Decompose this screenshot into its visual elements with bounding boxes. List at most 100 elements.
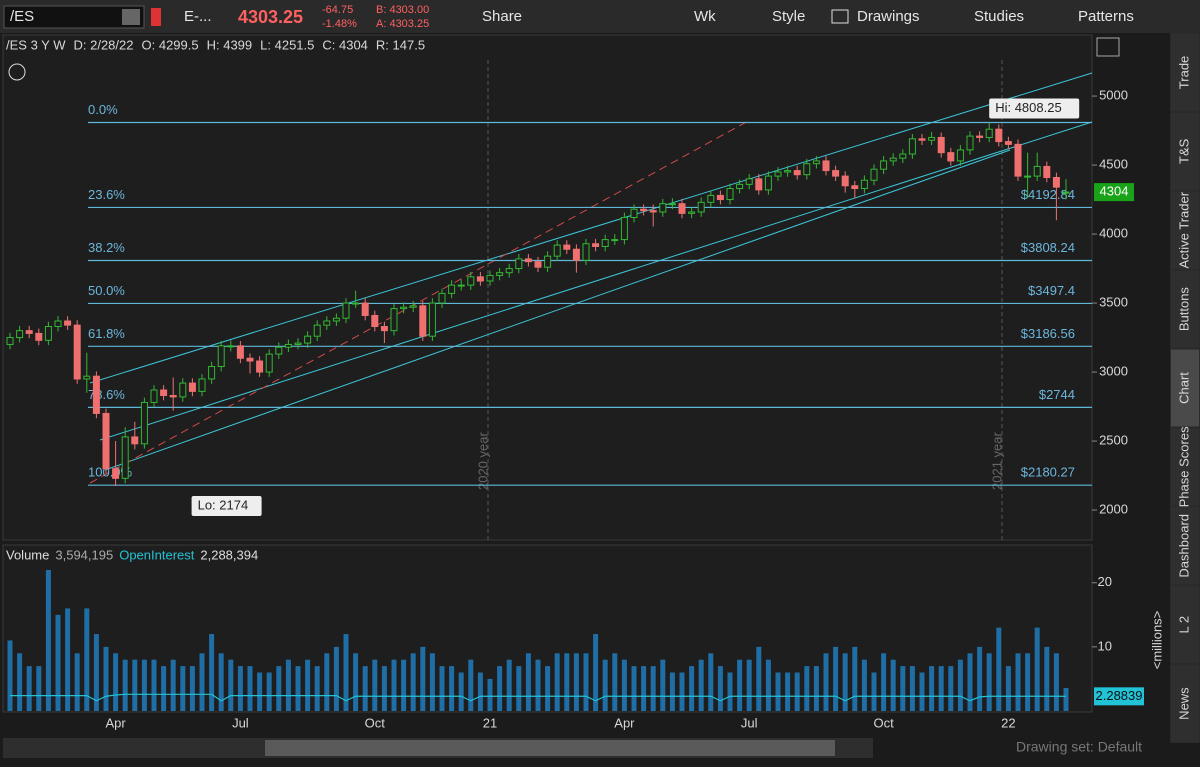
volume-header: Volume <box>6 547 49 562</box>
volume-bar <box>612 653 618 711</box>
info-field: O: 4299.5 <box>142 37 199 52</box>
volume-bar <box>17 653 23 711</box>
hi-box <box>989 98 1080 119</box>
sidebar-tab[interactable] <box>1171 270 1199 348</box>
candle-body <box>1043 165 1051 178</box>
style-button[interactable]: Style <box>772 8 805 25</box>
drawings-button[interactable]: Drawings <box>857 8 920 25</box>
candle-body <box>870 168 878 181</box>
sidebar-tab-label: News <box>1176 687 1191 720</box>
candle-body <box>1033 165 1041 177</box>
candle-body <box>755 178 763 191</box>
volume-bar <box>564 653 570 711</box>
candle-body <box>534 261 542 268</box>
volume-bar <box>285 659 291 711</box>
drawing-set[interactable]: Drawing set: Default <box>1016 739 1142 755</box>
timeframe-button[interactable]: Wk <box>694 8 716 25</box>
sidebar-tab[interactable] <box>1171 349 1199 427</box>
volume-bar <box>449 666 455 711</box>
volume-bar <box>957 659 963 711</box>
volume-bar <box>161 666 167 711</box>
y-tick-label: 4000 <box>1099 225 1128 240</box>
candle-body <box>822 160 830 172</box>
sidebar-tab[interactable] <box>1171 507 1199 585</box>
candle-body <box>678 203 686 214</box>
sidebar-tab[interactable] <box>1171 428 1199 506</box>
candle-body <box>995 128 1003 143</box>
share-button[interactable]: Share <box>482 8 522 25</box>
sidebar-tab-label: Trade <box>1176 56 1191 89</box>
symbol-box[interactable] <box>3 5 145 29</box>
candle-body <box>92 375 100 414</box>
sidebar-tab[interactable] <box>1171 191 1199 269</box>
candle-body <box>918 138 926 141</box>
volume-bar <box>1044 646 1050 711</box>
volume-bar <box>381 666 387 711</box>
volume-bar <box>122 659 128 711</box>
candle-body <box>438 292 446 304</box>
candle-body <box>496 272 504 276</box>
volume-bar <box>861 659 867 711</box>
volume-bar <box>698 659 704 711</box>
candle-body <box>812 160 820 165</box>
change: -64.75 <box>322 4 353 16</box>
candle-body <box>150 389 158 403</box>
volume-bar <box>1063 687 1069 711</box>
volume-bar <box>804 666 810 711</box>
x-tick-label: Apr <box>105 715 126 730</box>
volume-bar <box>410 653 416 711</box>
candle-body <box>592 243 600 247</box>
volume-bar <box>45 569 51 711</box>
volume-bar <box>324 653 330 711</box>
fib-label: 38.2% <box>88 240 125 255</box>
x-tick-label: 22 <box>1001 715 1015 730</box>
candle-body <box>16 330 24 339</box>
volume-bar <box>823 653 829 711</box>
info-field: L: 4251.5 <box>260 37 314 52</box>
volume-bar <box>1015 653 1021 711</box>
trend-line <box>89 119 751 484</box>
volume-bar <box>65 608 71 711</box>
sidebar-tab[interactable] <box>1171 586 1199 664</box>
oi-last-label: 2.28839 <box>1096 688 1143 703</box>
candle-body <box>6 337 14 345</box>
volume-bar <box>487 678 493 711</box>
candle-body <box>803 163 811 176</box>
scroll-thumb[interactable] <box>265 740 835 756</box>
volume-bar <box>1034 627 1040 711</box>
volume-bar <box>362 666 368 711</box>
volume-bar <box>756 646 762 711</box>
volume-bar <box>573 653 579 711</box>
sidebar-tab[interactable] <box>1171 34 1199 111</box>
candle-body <box>736 183 744 190</box>
candle-body <box>35 332 43 341</box>
info-icon[interactable] <box>8 63 26 81</box>
candle-body <box>102 412 110 470</box>
candle-body <box>688 211 696 214</box>
candle-body <box>44 326 52 341</box>
candle-body <box>832 170 840 177</box>
candle-body <box>467 276 475 286</box>
candle-body <box>419 305 427 337</box>
volume-bar <box>257 672 263 711</box>
candle-body <box>515 258 523 270</box>
volume-header: 3,594,195 <box>55 547 113 562</box>
sidebar-tab[interactable] <box>1171 112 1199 190</box>
axis-icon[interactable] <box>1096 37 1120 57</box>
patterns-button[interactable]: Patterns <box>1078 8 1134 25</box>
studies-button[interactable]: Studies <box>974 8 1024 25</box>
candle-body <box>928 136 936 141</box>
candle-body <box>428 302 436 337</box>
sidebar-tab[interactable] <box>1171 665 1199 742</box>
volume-bar <box>660 659 666 711</box>
volume-bar <box>794 672 800 711</box>
symbol-dropdown[interactable] <box>122 9 140 25</box>
lo-box <box>191 496 262 517</box>
candle-body <box>880 160 888 170</box>
volume-bar <box>429 653 435 711</box>
volume-bar <box>545 666 551 711</box>
candle-body <box>544 255 552 268</box>
candle-body <box>256 360 264 373</box>
volume-bar <box>909 666 915 711</box>
candle-body <box>1052 176 1060 188</box>
